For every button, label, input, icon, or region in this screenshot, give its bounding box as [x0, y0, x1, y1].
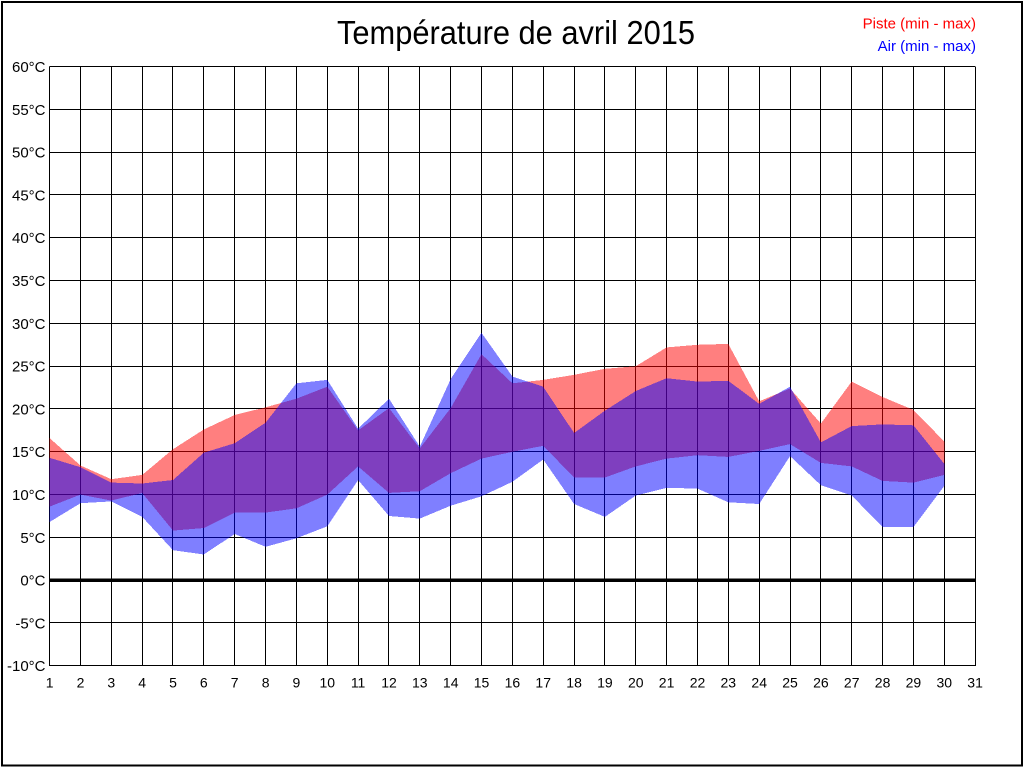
svg-text:21: 21	[659, 675, 675, 691]
svg-text:40°C: 40°C	[12, 230, 46, 247]
svg-text:Air (min - max): Air (min - max)	[878, 38, 976, 55]
svg-text:2: 2	[77, 675, 85, 691]
svg-text:Piste (min - max): Piste (min - max)	[863, 16, 976, 33]
svg-text:26: 26	[813, 675, 829, 691]
svg-text:16: 16	[505, 675, 521, 691]
svg-text:4: 4	[138, 675, 146, 691]
svg-text:6: 6	[200, 675, 208, 691]
svg-text:35°C: 35°C	[12, 273, 46, 290]
svg-text:31: 31	[967, 675, 983, 691]
svg-text:29: 29	[906, 675, 922, 691]
svg-text:30: 30	[937, 675, 953, 691]
svg-text:45°C: 45°C	[12, 187, 46, 204]
svg-text:17: 17	[535, 675, 551, 691]
svg-text:-5°C: -5°C	[15, 615, 45, 632]
svg-text:30°C: 30°C	[12, 316, 46, 333]
svg-text:18: 18	[566, 675, 582, 691]
svg-text:20°C: 20°C	[12, 401, 46, 418]
svg-text:1: 1	[46, 675, 54, 691]
svg-text:24: 24	[751, 675, 767, 691]
svg-text:7: 7	[231, 675, 239, 691]
svg-text:27: 27	[844, 675, 860, 691]
svg-text:13: 13	[412, 675, 428, 691]
svg-text:25: 25	[782, 675, 798, 691]
svg-text:20: 20	[628, 675, 644, 691]
svg-text:22: 22	[690, 675, 706, 691]
svg-text:12: 12	[381, 675, 397, 691]
svg-text:19: 19	[597, 675, 613, 691]
svg-text:10: 10	[320, 675, 336, 691]
svg-text:5: 5	[169, 675, 177, 691]
svg-text:-10°C: -10°C	[7, 658, 46, 675]
svg-text:Température de avril 2015: Température de avril 2015	[337, 14, 695, 51]
svg-text:60°C: 60°C	[12, 59, 46, 76]
svg-text:14: 14	[443, 675, 459, 691]
svg-text:8: 8	[262, 675, 270, 691]
svg-text:50°C: 50°C	[12, 145, 46, 162]
svg-text:11: 11	[351, 675, 366, 691]
svg-text:9: 9	[293, 675, 301, 691]
svg-text:23: 23	[721, 675, 737, 691]
svg-text:5°C: 5°C	[20, 530, 45, 547]
svg-text:25°C: 25°C	[12, 359, 46, 376]
svg-text:28: 28	[875, 675, 891, 691]
svg-text:15°C: 15°C	[12, 444, 46, 461]
svg-text:0°C: 0°C	[20, 573, 45, 590]
svg-text:10°C: 10°C	[12, 487, 46, 504]
svg-text:15: 15	[474, 675, 490, 691]
svg-text:3: 3	[107, 675, 115, 691]
svg-text:55°C: 55°C	[12, 102, 46, 119]
